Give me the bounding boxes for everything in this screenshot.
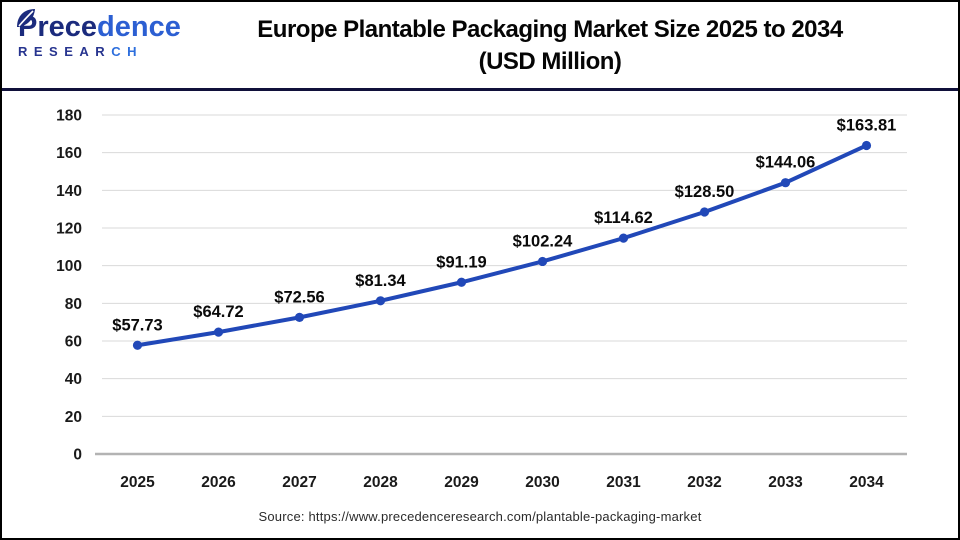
data-point-label: $72.56 <box>274 288 324 306</box>
data-point-marker <box>375 296 386 306</box>
chart-svg: 0 20 40 60 80 100 120 140 160 180 2025 2026 2027 2028… <box>56 108 907 491</box>
brand-logo-wordmark: Precedence <box>17 9 188 43</box>
data-point-marker <box>861 140 872 151</box>
x-axis-tick-label: 2032 <box>687 474 721 491</box>
x-axis-tick-label: 2034 <box>849 474 884 491</box>
x-axis-tick-label: 2025 <box>120 474 155 491</box>
data-point-marker <box>780 178 791 188</box>
data-point-label: $128.50 <box>675 183 735 201</box>
y-axis-tick-label: 140 <box>56 183 82 200</box>
y-axis-tick-label: 60 <box>65 334 82 351</box>
leaf-icon <box>15 5 37 35</box>
data-point-label: $114.62 <box>594 209 653 227</box>
y-axis-tick-label: 80 <box>65 296 82 313</box>
data-point-marker <box>213 327 224 337</box>
x-axis-tick-label: 2033 <box>768 474 803 491</box>
data-point-marker <box>294 312 305 322</box>
data-point-label: $81.34 <box>355 272 406 290</box>
data-point-marker <box>456 277 467 287</box>
series-line <box>135 143 869 348</box>
y-axis-tick-label: 40 <box>65 371 82 388</box>
brand-sub-segment: CH <box>111 44 143 59</box>
y-axis-tick-label: 100 <box>56 258 82 275</box>
x-axis-tick-label: 2028 <box>363 474 398 491</box>
brand-sub-segment: RESEAR <box>18 44 112 59</box>
y-axis-tick-label: 20 <box>65 409 82 426</box>
data-point-label: $91.19 <box>436 253 486 271</box>
data-point-marker <box>618 233 629 243</box>
data-point-label: $163.81 <box>837 116 897 134</box>
chart-title-line1: Europe Plantable Packaging Market Size 2… <box>257 16 843 43</box>
chart-title-line2: (USD Million) <box>478 48 622 75</box>
chart-title: Europe Plantable Packaging Market Size 2… <box>152 10 948 82</box>
data-point-label: $102.24 <box>513 232 573 250</box>
data-point-label: $64.72 <box>193 303 243 321</box>
x-axis-tick-label: 2030 <box>525 474 559 491</box>
y-axis-tick-label: 180 <box>56 108 82 125</box>
data-point-marker <box>537 256 548 267</box>
x-axis-tick-label: 2031 <box>606 474 641 491</box>
chart-area: 0 20 40 60 80 100 120 140 160 180 2025 2026 2027 2028… <box>2 91 958 507</box>
x-axis-tick-label: 2029 <box>444 474 479 491</box>
brand-logo: Precedence RESEARCH <box>17 9 188 59</box>
y-axis-tick-label: 0 <box>73 447 82 464</box>
data-point-marker <box>699 207 710 217</box>
header: Precedence RESEARCH Europe Plantable Pac… <box>2 2 958 91</box>
source-attribution: Source: https://www.precedenceresearch.c… <box>258 509 702 524</box>
data-point-marker <box>132 340 143 350</box>
x-axis-tick-label: 2026 <box>201 474 236 491</box>
data-point-label: $57.73 <box>112 316 162 334</box>
x-axis-tick-label: 2027 <box>282 474 316 491</box>
y-axis-tick-label: 160 <box>56 145 82 162</box>
y-axis-tick-label: 120 <box>56 221 82 238</box>
brand-logo-subtitle: RESEARCH <box>18 44 188 59</box>
data-point-label: $144.06 <box>756 154 816 172</box>
brand-word-segment: dence <box>97 11 181 43</box>
